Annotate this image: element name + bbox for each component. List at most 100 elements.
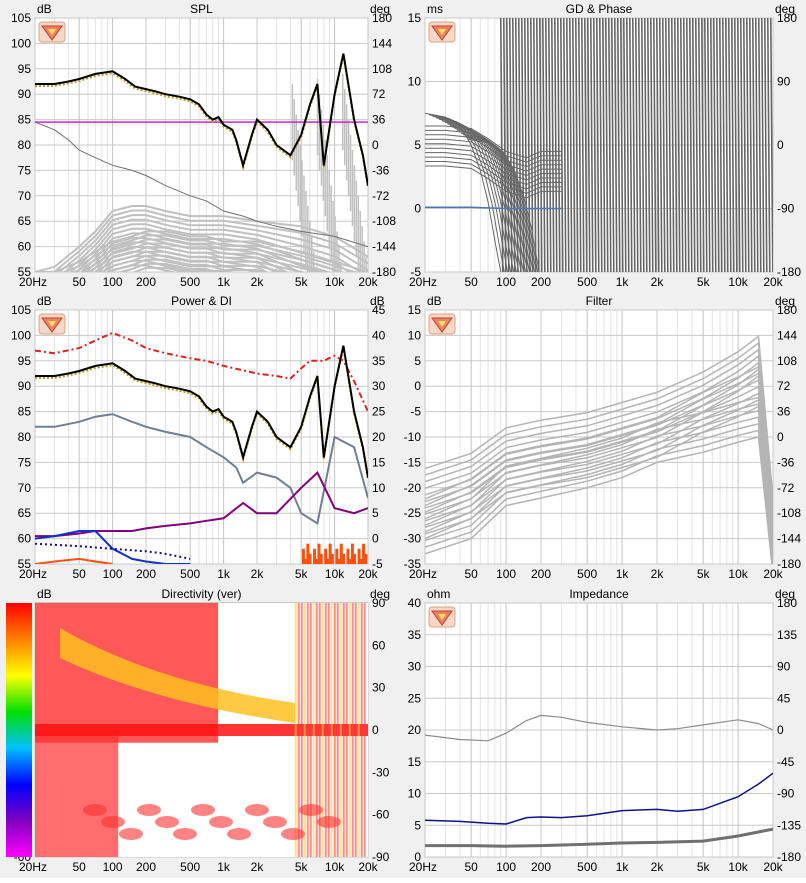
panel-title: Directivity (ver) (162, 587, 242, 601)
phase-wrap-line (670, 18, 675, 272)
y2-tick-label: 15 (372, 455, 386, 469)
y2-tick-label: 180 (777, 11, 797, 25)
y2-tick-label: -90 (777, 202, 795, 216)
plot-content (35, 603, 368, 857)
phase-wrap-line (688, 18, 693, 272)
x-tick-label: 5k (295, 567, 309, 581)
x-tick-label: 10k (728, 567, 748, 581)
x-tick-label: 10k (325, 860, 345, 874)
x-tick-label: 100 (496, 860, 516, 874)
x-tick-label: 50 (72, 275, 86, 289)
x-tick-label: 200 (531, 275, 551, 289)
y2-tick-label: -36 (777, 455, 795, 469)
x-tick-label: 100 (103, 860, 123, 874)
phase-wrap-line (715, 18, 720, 272)
impedance-dark-curve (425, 827, 773, 848)
thin-gray-curve (35, 121, 368, 248)
offaxis-curve (57, 214, 368, 272)
sound-power-curve (35, 331, 368, 413)
heat-hf-column (357, 603, 360, 857)
x-tick-label: 100 (103, 567, 123, 581)
y2-tick-label: 72 (777, 379, 791, 393)
y2-tick-label: 20 (372, 430, 386, 444)
phase-wrap-line (697, 18, 702, 272)
y-tick-label: 100 (11, 36, 31, 50)
x-tick-label: 10k (728, 275, 748, 289)
right-unit-label: deg (775, 587, 795, 601)
x-tick-label: 50 (72, 860, 86, 874)
heat-hf-column (348, 603, 351, 857)
plot-content (35, 331, 368, 564)
phase-wrap-line (760, 18, 765, 272)
phase-wrap-line (613, 18, 618, 272)
heat-hf-column (309, 603, 312, 857)
y2-tick-label: -144 (777, 532, 801, 546)
heat-hf-column (339, 603, 342, 857)
y-tick-label: -30 (404, 532, 422, 546)
filter-curve (425, 354, 773, 519)
y2-tick-label: 0 (777, 138, 784, 152)
y-tick-label: -25 (404, 506, 422, 520)
phase-wrap-line (655, 18, 660, 272)
x-tick-label: 5k (697, 567, 711, 581)
y2-tick-label: 5 (372, 506, 379, 520)
y-tick-label: -35 (404, 557, 422, 571)
x-tick-label: 10k (325, 275, 345, 289)
x-tick-label: 5k (697, 275, 711, 289)
y-tick-label: -20 (404, 481, 422, 495)
heat-blob (317, 816, 341, 828)
y2-tick-label: 90 (372, 596, 386, 610)
gd-curve (425, 156, 562, 190)
y2-tick-label: 0 (372, 138, 379, 152)
heat-hf-column (318, 603, 321, 857)
gd-curve (425, 147, 562, 181)
phase-wrap-line (571, 18, 576, 272)
gd-curve (425, 129, 562, 163)
x-tick-label: 1k (616, 567, 630, 581)
y2-tick-label: 40 (372, 328, 386, 342)
heat-hf-column (354, 603, 357, 857)
heat-blob (155, 816, 179, 828)
x-tick-label: 200 (531, 567, 551, 581)
phase-wrap-line (610, 18, 615, 272)
gd-curve (425, 143, 562, 177)
filter-curve (425, 403, 773, 542)
y-tick-label: 15 (408, 755, 422, 769)
orange-curve (35, 557, 113, 564)
y2-tick-label: 30 (372, 681, 386, 695)
y-tick-label: 0 (414, 850, 421, 864)
blue-curve (35, 530, 191, 564)
phase-wrap-line (646, 18, 651, 272)
app-logo (38, 21, 66, 43)
logo-center (438, 614, 446, 620)
phase-wrap-line (682, 18, 687, 272)
x-tick-label: 20k (358, 860, 378, 874)
x-tick-label: 20Hz (19, 567, 47, 581)
x-tick-label: 200 (136, 860, 156, 874)
phase-wrap-line (580, 18, 585, 272)
x-tick-label: 1k (616, 275, 630, 289)
app-logo (38, 313, 66, 335)
heat-hf-column (300, 603, 303, 857)
y-tick-label: 5 (414, 138, 421, 152)
filter-curve (425, 334, 773, 500)
x-tick-label: 2k (251, 275, 265, 289)
phase-wrap-line (634, 18, 639, 272)
phase-wrap-line (622, 18, 627, 272)
panel-title: GD & Phase (566, 2, 633, 16)
y2-tick-label: 60 (372, 638, 386, 652)
y-tick-label: 30 (408, 660, 422, 674)
filter-curve (425, 348, 773, 513)
y-tick-label: 80 (18, 430, 32, 444)
heat-hf-column (327, 603, 330, 857)
panel-spl: 20Hz 50 100 200 500 1k 2k 5k 10k 20k 55 60 65 70 75 80 8… (11, 2, 396, 289)
y-tick-label: 10 (408, 75, 422, 89)
y2-tick-label: 30 (372, 379, 386, 393)
heat-hf-column (303, 603, 306, 857)
phase-wrap-line (763, 18, 768, 272)
x-tick-label: 50 (464, 860, 478, 874)
x-tick-label: 200 (531, 860, 551, 874)
phase-wrap-line (661, 18, 666, 272)
y-tick-label: 65 (18, 214, 32, 228)
x-tick-label: 20k (763, 860, 783, 874)
